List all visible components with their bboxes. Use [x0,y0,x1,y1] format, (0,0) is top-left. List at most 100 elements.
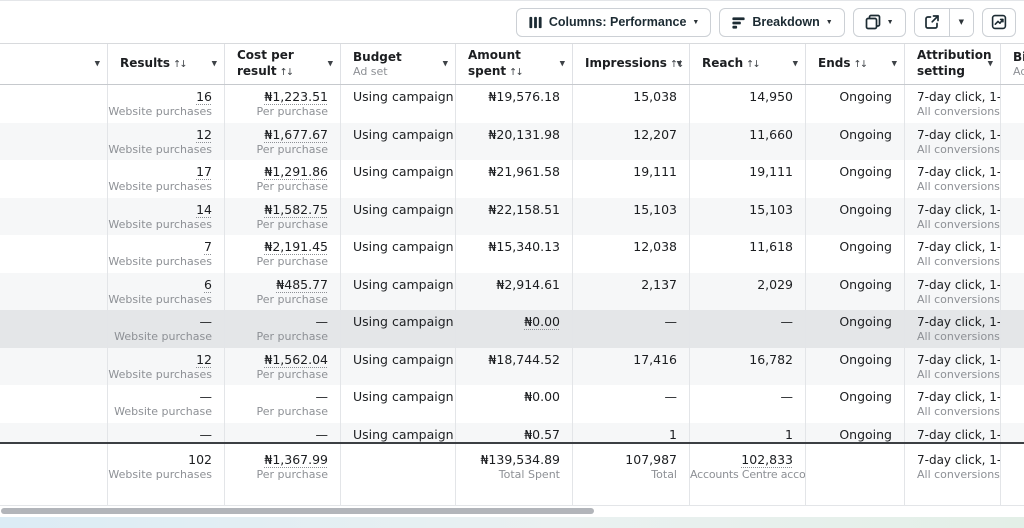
reach-value: — [780,389,794,404]
results-value[interactable]: — [199,314,213,329]
table-row[interactable]: 12 Website purchases ₦1,677.67 Per purch… [0,122,1024,160]
attribution-subtitle: All conversions [917,105,1000,118]
table-row[interactable]: 7 Website purchases ₦2,191.45 Per purcha… [0,235,1024,273]
column-header-amount-spent[interactable]: Amount spent ↑↓ ▼ [456,44,573,84]
results-value[interactable]: 17 [196,164,212,179]
chevron-down-icon[interactable]: ▼ [211,59,217,68]
results-value[interactable]: 14 [196,201,212,217]
cost-per-result-subtitle: Per purchase [256,105,328,118]
results-value[interactable]: 7 [204,239,212,254]
cost-per-result-value[interactable]: ₦2,191.45 [264,239,328,254]
charts-button[interactable] [982,7,1016,37]
cost-per-result-value[interactable]: — [315,389,329,404]
budget-value: Using campaign… [353,389,456,404]
sort-icon[interactable]: ↑↓ [853,59,867,71]
amount-spent-cell: ₦2,914.61 [456,272,573,310]
budget-cell: Using campaign… [341,422,456,442]
cost-per-result-value[interactable]: ₦1,677.67 [264,126,328,142]
chevron-down-icon[interactable]: ▼ [891,59,897,68]
results-cell: — [108,422,225,442]
table-row[interactable]: 12 Website purchases ₦1,562.04 Per purch… [0,347,1024,385]
results-value[interactable]: 12 [196,126,212,142]
column-sublabel: Ad [1013,65,1024,79]
cost-per-result-value[interactable]: ₦485.77 [276,276,328,292]
column-header-impressions[interactable]: Impressions ↑↓ ▼ [573,44,690,84]
results-value[interactable]: 6 [204,276,212,292]
reach-value: 11,660 [749,126,793,142]
impressions-cell: 12,207 [573,122,690,160]
columns-performance-button[interactable]: Columns: Performance ▼ [515,7,712,37]
cost-per-result-value[interactable]: ₦1,582.75 [264,201,328,217]
column-header-ends[interactable]: Ends ↑↓ ▼ [806,44,905,84]
table-row[interactable]: 17 Website purchases ₦1,291.86 Per purch… [0,160,1024,198]
column-header-cost-per-result[interactable]: Cost per result ↑↓ ▼ [225,44,341,84]
results-subtitle: Website purchases [108,180,212,193]
chevron-down-icon[interactable]: ▼ [559,59,565,68]
table-row[interactable]: 16 Website purchases ₦1,223.51 Per purch… [0,85,1024,123]
totals-impressions-subtitle: Total [651,468,677,481]
budget-value: Using campaign… [353,426,456,442]
table-row[interactable]: 6 Website purchases ₦485.77 Per purchase… [0,272,1024,311]
results-value[interactable]: — [199,389,213,404]
column-header-attribution-setting[interactable]: Attribution setting ▼ [905,44,1001,84]
results-cell: 14 Website purchases [108,197,225,235]
ends-value: Ongoing [839,239,892,254]
horizontal-scrollbar-thumb[interactable] [1,508,594,514]
chevron-down-icon[interactable]: ▼ [676,59,682,68]
budget-cell: Using campaign… [341,347,456,385]
sort-icon[interactable]: ↑↓ [509,67,523,78]
chevron-down-icon[interactable]: ▼ [792,59,798,68]
ends-value: Ongoing [839,89,892,104]
chevron-down-icon[interactable]: ▼ [327,59,333,68]
column-header-reach[interactable]: Reach ↑↓ ▼ [690,44,806,84]
column-header-results[interactable]: Results ↑↓ ▼ [108,44,225,84]
totals-reach-value[interactable]: 102,833 [741,452,793,467]
column-header-bid[interactable]: Bi Ad [1001,44,1024,84]
table-row[interactable]: — Website purchase — Per purchase Using … [0,385,1024,423]
row-name-cell [0,160,108,198]
budget-value: Using campaign… [353,126,456,142]
reports-button[interactable]: ▼ [852,7,906,37]
cost-per-result-value[interactable]: ₦1,223.51 [264,89,328,104]
ends-value: Ongoing [839,201,892,217]
budget-value: Using campaign… [353,276,456,292]
results-cell: — Website purchase [108,310,225,348]
sort-icon[interactable]: ↑↓ [669,59,684,71]
cost-per-result-value[interactable]: ₦1,562.04 [264,351,328,367]
totals-cost-value[interactable]: ₦1,367.99 [264,452,328,467]
attribution-value: 7-day click, 1-… [917,427,1001,442]
sort-icon[interactable]: ↑↓ [173,59,187,71]
cost-per-result-value[interactable]: — [315,426,329,442]
table-row[interactable]: 14 Website purchases ₦1,582.75 Per purch… [0,197,1024,235]
export-button[interactable] [914,8,949,36]
sort-icon[interactable]: ↑↓ [746,59,760,71]
impressions-cell: 15,103 [573,197,690,235]
cost-per-result-value[interactable]: — [315,314,329,329]
bid-cell [1001,273,1024,311]
table-row[interactable]: — — Using campaign… ₦0.57 1 1 Ongoing [0,422,1024,442]
attribution-subtitle: All conversions [917,180,1000,193]
totals-cost-subtitle: Per purchase [256,468,328,481]
results-cell: — Website purchase [108,385,225,423]
budget-cell: Using campaign… [341,385,456,423]
sort-icon[interactable]: ↑↓ [279,67,294,78]
chevron-down-icon[interactable]: ▼ [442,59,448,68]
budget-cell: Using campaign… [341,197,456,235]
results-value[interactable]: — [199,426,213,442]
results-value[interactable]: 16 [196,89,212,104]
amount-spent-value: ₦22,158.51 [488,201,560,217]
reach-cell: 11,660 [690,122,806,160]
reach-cell: — [690,310,806,348]
column-header-name[interactable]: ▼ [0,44,108,84]
chevron-down-icon[interactable]: ▼ [987,59,993,68]
cost-per-result-value[interactable]: ₦1,291.86 [264,164,328,179]
table-row[interactable]: — Website purchase — Per purchase Using … [0,310,1024,348]
chevron-down-icon[interactable]: ▼ [94,59,100,68]
chevron-down-icon: ▼ [886,18,894,26]
results-value[interactable]: 12 [196,351,212,367]
cost-per-result-cell: ₦1,562.04 Per purchase [225,347,341,385]
export-options-button[interactable]: ▼ [948,8,973,36]
breakdown-button[interactable]: Breakdown ▼ [719,7,845,37]
amount-spent-cell: ₦18,744.52 [456,347,573,385]
column-header-budget[interactable]: Budget Ad set ▼ [341,44,456,84]
